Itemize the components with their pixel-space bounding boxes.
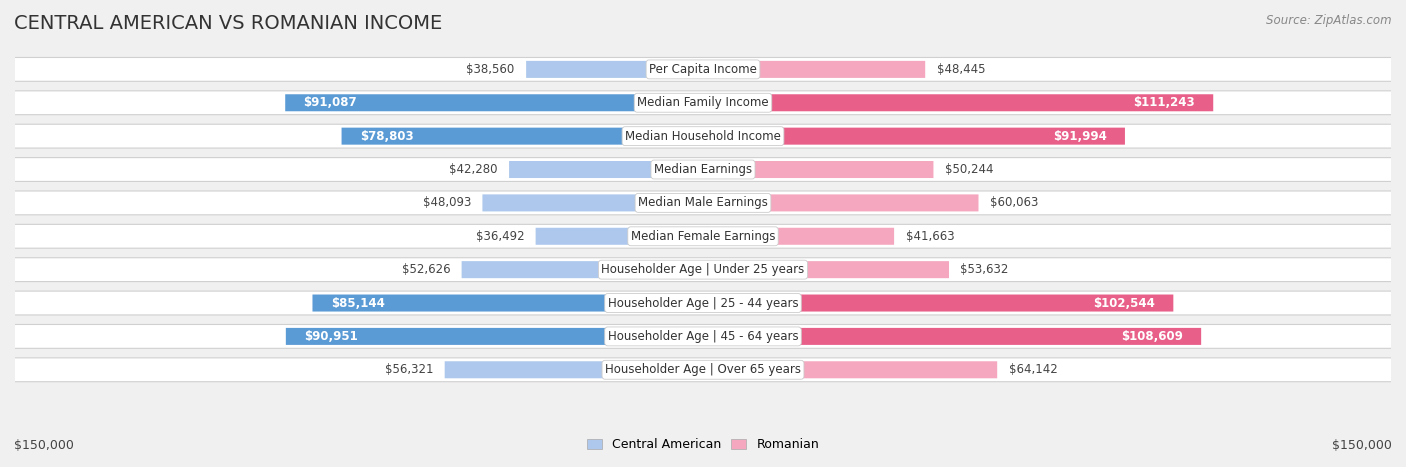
FancyBboxPatch shape [703, 295, 1174, 311]
Text: $102,544: $102,544 [1092, 297, 1154, 310]
Text: $42,280: $42,280 [449, 163, 498, 176]
Text: $111,243: $111,243 [1133, 96, 1195, 109]
FancyBboxPatch shape [6, 157, 1400, 182]
Text: $60,063: $60,063 [990, 197, 1038, 209]
Legend: Central American, Romanian: Central American, Romanian [582, 433, 824, 456]
FancyBboxPatch shape [509, 161, 703, 178]
Text: $91,994: $91,994 [1053, 130, 1107, 142]
Text: $108,609: $108,609 [1121, 330, 1182, 343]
Text: $36,492: $36,492 [475, 230, 524, 243]
FancyBboxPatch shape [536, 228, 703, 245]
FancyBboxPatch shape [703, 361, 997, 378]
Text: Median Female Earnings: Median Female Earnings [631, 230, 775, 243]
Text: $48,445: $48,445 [936, 63, 986, 76]
Text: Per Capita Income: Per Capita Income [650, 63, 756, 76]
Text: $52,626: $52,626 [402, 263, 450, 276]
FancyBboxPatch shape [6, 291, 1400, 315]
Text: Median Family Income: Median Family Income [637, 96, 769, 109]
FancyBboxPatch shape [6, 224, 1400, 248]
FancyBboxPatch shape [6, 191, 1400, 215]
Text: Median Male Earnings: Median Male Earnings [638, 197, 768, 209]
Text: $48,093: $48,093 [423, 197, 471, 209]
FancyBboxPatch shape [703, 261, 949, 278]
FancyBboxPatch shape [703, 61, 925, 78]
Text: $64,142: $64,142 [1008, 363, 1057, 376]
Text: Householder Age | Under 25 years: Householder Age | Under 25 years [602, 263, 804, 276]
Text: $150,000: $150,000 [1331, 439, 1392, 452]
Text: Median Household Income: Median Household Income [626, 130, 780, 142]
FancyBboxPatch shape [6, 124, 1400, 148]
Text: Source: ZipAtlas.com: Source: ZipAtlas.com [1267, 14, 1392, 27]
Text: $41,663: $41,663 [905, 230, 955, 243]
FancyBboxPatch shape [703, 228, 894, 245]
Text: Householder Age | 25 - 44 years: Householder Age | 25 - 44 years [607, 297, 799, 310]
FancyBboxPatch shape [703, 94, 1213, 111]
Text: $38,560: $38,560 [467, 63, 515, 76]
FancyBboxPatch shape [312, 295, 703, 311]
FancyBboxPatch shape [703, 161, 934, 178]
FancyBboxPatch shape [6, 325, 1400, 348]
Text: Householder Age | 45 - 64 years: Householder Age | 45 - 64 years [607, 330, 799, 343]
FancyBboxPatch shape [342, 127, 703, 145]
FancyBboxPatch shape [526, 61, 703, 78]
FancyBboxPatch shape [6, 91, 1400, 115]
FancyBboxPatch shape [482, 194, 703, 212]
Text: Median Earnings: Median Earnings [654, 163, 752, 176]
FancyBboxPatch shape [444, 361, 703, 378]
FancyBboxPatch shape [6, 57, 1400, 81]
Text: $56,321: $56,321 [385, 363, 433, 376]
Text: $78,803: $78,803 [360, 130, 413, 142]
FancyBboxPatch shape [6, 258, 1400, 282]
FancyBboxPatch shape [703, 194, 979, 212]
FancyBboxPatch shape [285, 328, 703, 345]
FancyBboxPatch shape [461, 261, 703, 278]
FancyBboxPatch shape [6, 358, 1400, 382]
FancyBboxPatch shape [285, 94, 703, 111]
Text: $90,951: $90,951 [304, 330, 359, 343]
FancyBboxPatch shape [703, 328, 1201, 345]
Text: $150,000: $150,000 [14, 439, 75, 452]
Text: $85,144: $85,144 [330, 297, 385, 310]
Text: $53,632: $53,632 [960, 263, 1010, 276]
Text: $91,087: $91,087 [304, 96, 357, 109]
Text: $50,244: $50,244 [945, 163, 994, 176]
Text: Householder Age | Over 65 years: Householder Age | Over 65 years [605, 363, 801, 376]
FancyBboxPatch shape [703, 127, 1125, 145]
Text: CENTRAL AMERICAN VS ROMANIAN INCOME: CENTRAL AMERICAN VS ROMANIAN INCOME [14, 14, 443, 33]
